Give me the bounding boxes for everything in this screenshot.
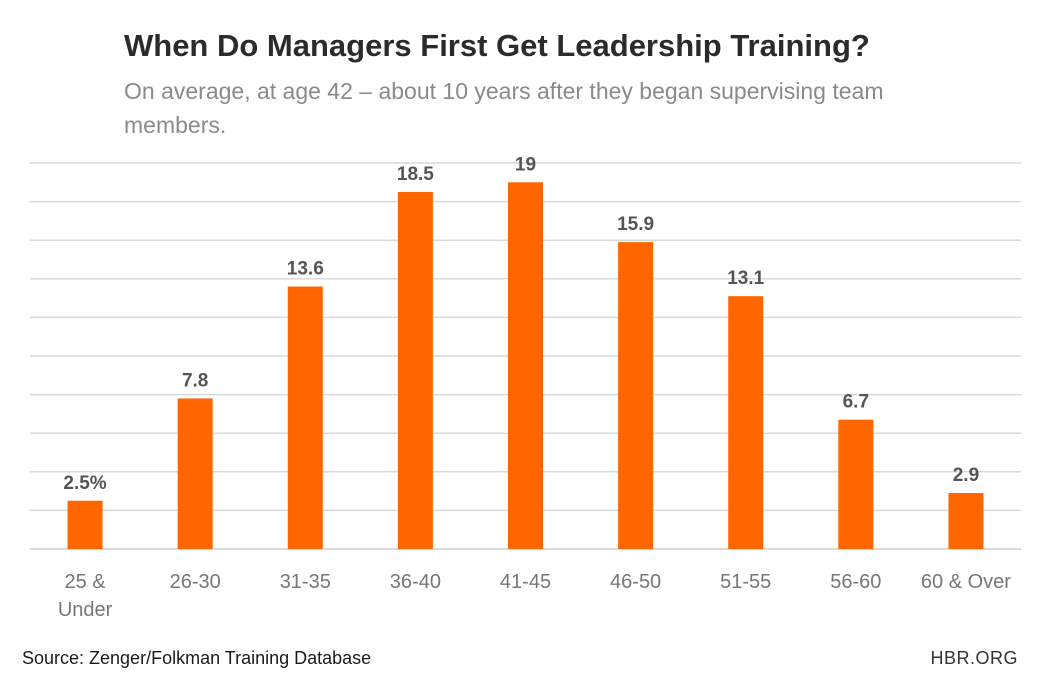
x-tick-label: 51-55 <box>720 571 771 593</box>
x-tick-label: 46-50 <box>610 571 661 593</box>
x-tick-label: 41-45 <box>500 571 551 593</box>
x-tick-label: 60 & Over <box>921 571 1011 593</box>
chart-subtitle: On average, at age 42 – about 10 years a… <box>124 78 884 138</box>
x-tick-label: 56-60 <box>830 571 881 593</box>
bar <box>397 191 433 549</box>
bar <box>948 493 984 549</box>
data-label: 2.9 <box>953 465 979 486</box>
data-label: 6.7 <box>843 392 869 413</box>
data-label: 13.1 <box>727 268 764 289</box>
data-labels: 2.5% 7.8 13.6 18.5 19 15.9 13.1 6.7 2.9 <box>63 154 979 493</box>
data-label: 2.5% <box>63 473 106 494</box>
data-label: 15.9 <box>617 214 654 235</box>
bar <box>618 242 654 549</box>
chart-title: When Do Managers First Get Leadership Tr… <box>124 28 870 63</box>
data-label: 7.8 <box>182 370 208 391</box>
bars <box>67 182 984 550</box>
source-note: Source: Zenger/Folkman Training Database <box>22 648 372 668</box>
x-tick-label: 31-35 <box>280 571 331 593</box>
brand-logo-text: HBR.ORG <box>930 648 1018 668</box>
x-tick-label: 36-40 <box>390 571 441 593</box>
bar <box>67 500 103 549</box>
data-label: 19 <box>515 154 536 175</box>
bar <box>177 398 213 549</box>
bar <box>508 182 543 550</box>
bar <box>728 296 764 549</box>
data-label: 13.6 <box>287 259 324 280</box>
bar <box>287 286 323 549</box>
x-tick-label: 25 & Under <box>58 571 113 621</box>
data-label: 18.5 <box>397 164 434 185</box>
bar <box>838 419 874 549</box>
x-tick-labels: 25 & Under 26-30 31-35 36-40 41-45 46-50 51-55 5… <box>58 571 1011 621</box>
x-tick-label: 26-30 <box>170 571 221 593</box>
